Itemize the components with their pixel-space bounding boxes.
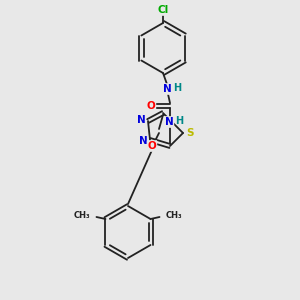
Text: O: O bbox=[147, 101, 155, 111]
Text: H: H bbox=[173, 83, 181, 93]
Text: CH₃: CH₃ bbox=[74, 212, 91, 220]
Text: S: S bbox=[186, 128, 194, 138]
Text: N: N bbox=[163, 84, 171, 94]
Text: N: N bbox=[139, 136, 147, 146]
Text: CH₃: CH₃ bbox=[166, 212, 182, 220]
Text: N: N bbox=[165, 117, 173, 127]
Text: Cl: Cl bbox=[158, 5, 169, 15]
Text: O: O bbox=[148, 141, 156, 151]
Text: H: H bbox=[175, 116, 183, 126]
Text: N: N bbox=[136, 115, 146, 125]
